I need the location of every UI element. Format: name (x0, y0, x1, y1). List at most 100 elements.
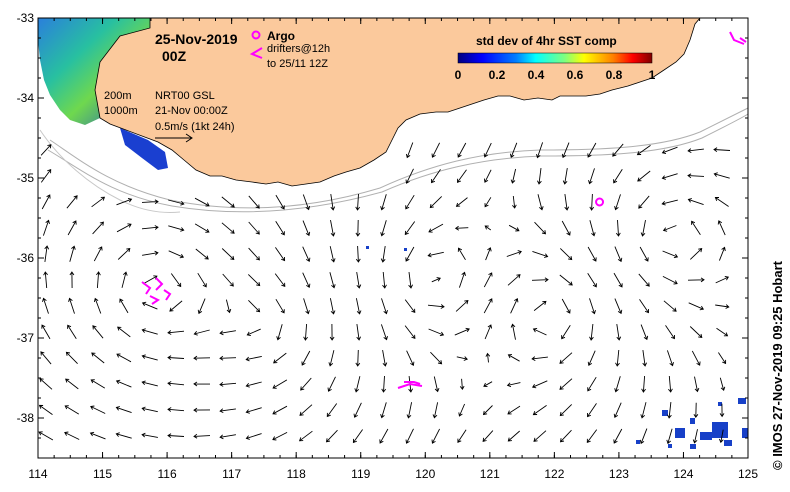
current-vector (661, 146, 678, 155)
current-vector (612, 143, 624, 157)
current-vector (193, 381, 211, 387)
current-vector (559, 429, 572, 443)
current-vector (713, 172, 730, 179)
current-vector-field (38, 142, 731, 445)
current-vector (90, 379, 106, 389)
current-vector (197, 272, 207, 288)
current-vector (613, 272, 623, 288)
current-vector (168, 199, 185, 206)
current-vector (115, 379, 132, 388)
current-vector (662, 225, 677, 232)
isobath-200-label: 200m (104, 90, 132, 102)
current-vector (639, 428, 648, 445)
current-vector (718, 429, 724, 444)
current-vector (167, 433, 185, 439)
current-vector (432, 402, 439, 419)
current-vector (301, 350, 311, 366)
current-vector (508, 224, 520, 232)
map-title-time: 00Z (162, 48, 187, 64)
sst-stddev-patch-southwest (120, 128, 168, 170)
current-vector (115, 432, 132, 439)
current-vector (167, 355, 185, 361)
current-vector (96, 271, 101, 289)
current-vector (454, 225, 469, 231)
current-vector (482, 430, 494, 443)
current-vector (536, 168, 542, 185)
current-vector (615, 349, 620, 367)
current-vector (69, 271, 75, 289)
current-vector (587, 142, 597, 158)
current-vector (41, 194, 51, 210)
current-vector (562, 168, 568, 185)
current-vector (356, 272, 362, 289)
current-vector (458, 403, 466, 417)
lat-tick-label: -38 (17, 411, 35, 425)
current-vector (639, 299, 649, 314)
current-vector (380, 246, 386, 263)
current-vector (561, 142, 570, 159)
current-vector (614, 376, 621, 393)
current-vector (641, 375, 646, 393)
current-vector (246, 328, 261, 337)
current-vector (433, 376, 440, 393)
current-vector (381, 375, 387, 393)
current-vector (559, 274, 573, 286)
axes: 114 115 116 117 118 119 120 121 122 123 124 125 -33 -… (17, 11, 759, 481)
current-vector (302, 194, 311, 211)
current-vector (482, 405, 493, 416)
drifter-track (397, 382, 423, 389)
current-vector (300, 377, 312, 391)
current-vector (431, 428, 441, 444)
current-vector (272, 431, 288, 441)
current-vector (531, 356, 548, 361)
current-vector (714, 197, 729, 207)
current-vector (510, 297, 519, 314)
current-vector (431, 142, 441, 158)
current-vector (193, 407, 211, 413)
argo-legend-icon (251, 30, 261, 40)
current-vector (141, 301, 158, 310)
current-vector (222, 273, 234, 287)
current-vector (485, 352, 491, 363)
current-vector (356, 324, 362, 341)
current-vector (247, 274, 261, 287)
current-vector (532, 250, 549, 258)
current-vector (66, 195, 78, 209)
current-vector (457, 142, 467, 158)
current-vector (665, 325, 675, 340)
current-vector (661, 173, 678, 180)
current-vector (640, 324, 649, 341)
velocity-scale-label: 0.5m/s (1kt 24h) (155, 121, 234, 133)
lon-tick-label: 121 (480, 467, 500, 481)
current-vector (42, 297, 49, 314)
current-vector (459, 378, 465, 391)
current-vector (510, 323, 516, 340)
current-vector (219, 382, 237, 387)
current-vector (455, 197, 468, 207)
current-vector (303, 323, 308, 341)
current-vector (642, 350, 648, 367)
lon-tick-label: 118 (287, 467, 306, 481)
current-vector (38, 431, 54, 441)
current-vector (429, 196, 443, 209)
isobath-1000-label: 1000m (104, 105, 138, 117)
current-vector (507, 405, 521, 415)
current-vector (91, 352, 105, 364)
drifter-track (141, 281, 152, 295)
current-vector (272, 405, 288, 415)
current-vector (329, 323, 335, 341)
current-vector (719, 403, 725, 418)
current-vector (141, 354, 158, 361)
current-vector (92, 325, 104, 339)
current-vector (484, 197, 492, 208)
lat-tick-label: -37 (17, 331, 35, 345)
current-vector (717, 220, 726, 236)
current-vector (302, 272, 311, 289)
current-vector (532, 327, 547, 336)
current-vector (713, 147, 731, 153)
current-vector (142, 250, 159, 256)
current-vector (687, 148, 704, 153)
current-vector (536, 142, 544, 159)
current-vector (613, 168, 623, 184)
